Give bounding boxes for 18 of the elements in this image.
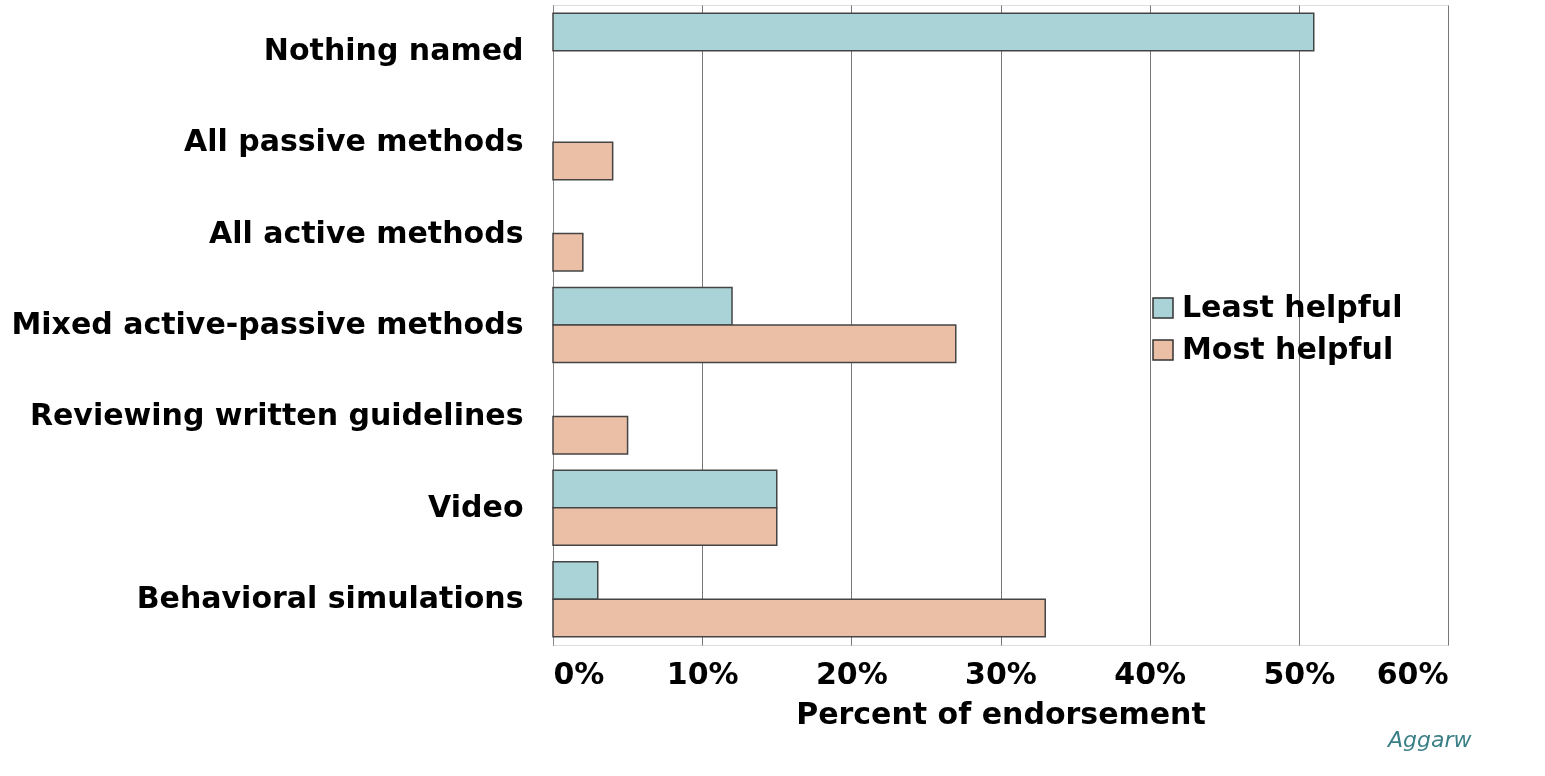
text: Aggarw: [1386, 727, 1473, 752]
y-tick-label: Behavioral simulations: [136, 580, 524, 616]
y-tick-label: Reviewing written guidelines: [29, 397, 524, 433]
x-axis-title: Percent of endorsement: [796, 695, 1206, 731]
x-tick-label: 0%: [553, 655, 605, 691]
x-tick-label: 40%: [1114, 655, 1187, 691]
y-tick-label: All active methods: [209, 214, 524, 250]
x-tick-label: 10%: [666, 655, 739, 691]
y-tick-label: Nothing named: [263, 31, 524, 67]
legend-label: Most helpful: [1182, 331, 1394, 366]
x-tick-label: 50%: [1263, 655, 1336, 691]
x-tick-label: 30%: [965, 655, 1037, 691]
y-tick-label: Mixed active-passive methods: [11, 306, 524, 341]
y-tick-label: Video: [428, 488, 524, 524]
x-tick-label: 20%: [815, 655, 888, 691]
x-tick-label: 60%: [1376, 655, 1449, 691]
legend-label: Least helpful: [1182, 289, 1403, 324]
y-tick-label: All passive methods: [183, 123, 524, 159]
